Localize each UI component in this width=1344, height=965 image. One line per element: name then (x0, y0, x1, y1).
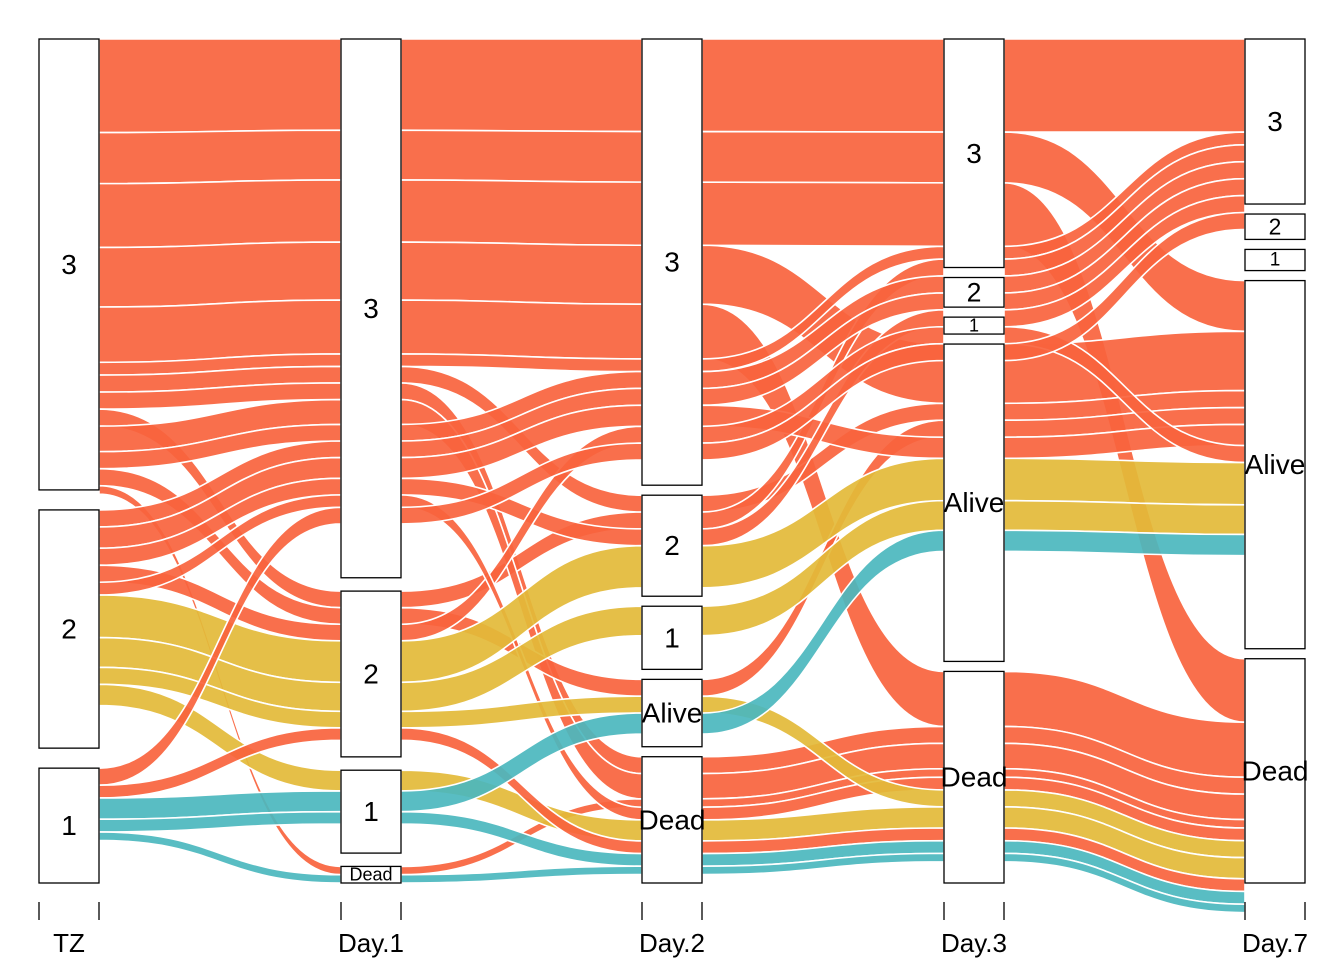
stratum-day-3-2-label: 2 (967, 277, 982, 307)
stratum-day-3-3-label: 3 (966, 138, 982, 169)
stratum-day-1-2 (340, 590, 402, 758)
stratum-day-2-dead-label: Dead (639, 804, 706, 835)
stratum-day-1-1-label: 1 (363, 796, 379, 827)
x-axis: TZ Day.1 Day.2 Day.3 Day.7 (38, 902, 1308, 958)
stratum-day-7-1 (1244, 248, 1306, 272)
stratum-day-7-1-label: 1 (1270, 250, 1281, 271)
axis-label-tz: TZ (53, 928, 85, 958)
axis-label-day-7: Day.7 (1242, 928, 1308, 958)
stratum-day-3-dead-label: Dead (941, 762, 1008, 793)
stratum-day-7-alive (1244, 279, 1306, 650)
axis-label-day-1: Day.1 (338, 928, 404, 958)
stratum-day-3-3 (943, 38, 1005, 269)
stratum-day-2-alive-label: Alive (642, 698, 703, 729)
stratum-day-1-1 (340, 769, 402, 854)
stratum-tz-2 (38, 509, 100, 749)
stratum-day-7-alive-label: Alive (1245, 449, 1306, 480)
stratum-day-3-alive-label: Alive (944, 487, 1005, 518)
stratum-day-2-3-label: 3 (664, 247, 680, 278)
stratum-day-3-1-label: 1 (969, 316, 979, 336)
stratum-day-1-3 (340, 38, 402, 579)
stratum-day-2-2-label: 2 (664, 530, 680, 561)
axis-label-day-2: Day.2 (639, 928, 705, 958)
stratum-day-2-1 (641, 605, 703, 671)
stratum-day-3-alive (943, 343, 1005, 663)
stratum-day-7-2-label: 2 (1269, 214, 1282, 240)
stratum-day-2-alive (641, 678, 703, 748)
stratum-day-1-2-label: 2 (363, 658, 379, 689)
stratum-day-1-dead (340, 865, 402, 884)
stratum-tz-3-label: 3 (61, 249, 77, 280)
stratum-day-3-2 (943, 276, 1005, 308)
stratum-day-7-3 (1244, 38, 1306, 205)
stratum-day-7-dead (1244, 658, 1306, 884)
stratum-day-3-1 (943, 316, 1005, 335)
stratum-day-2-dead (641, 756, 703, 884)
stratum-day-1-dead-label: Dead (349, 865, 392, 885)
stratum-day-7-dead-label: Dead (1242, 755, 1309, 786)
stratum-day-7-3-label: 3 (1267, 106, 1283, 137)
stratum-tz-3 (38, 38, 100, 491)
stratum-tz-2-label: 2 (61, 614, 77, 645)
stratum-day-2-3 (641, 38, 703, 486)
strata-layer: 3 2 1 3 2 1 Dead 3 2 1 Alive Dead 3 2 1 Alive Dead 3 2 1 Ali… (38, 38, 1309, 885)
stratum-day-2-2 (641, 494, 703, 597)
stratum-day-2-1-label: 1 (664, 622, 680, 653)
stratum-day-3-dead (943, 670, 1005, 884)
axis-label-day-3: Day.3 (941, 928, 1007, 958)
stratum-tz-1 (38, 767, 100, 884)
stratum-day-1-3-label: 3 (363, 293, 379, 324)
stratum-day-7-2 (1244, 213, 1306, 241)
stratum-tz-1-label: 1 (61, 810, 77, 841)
